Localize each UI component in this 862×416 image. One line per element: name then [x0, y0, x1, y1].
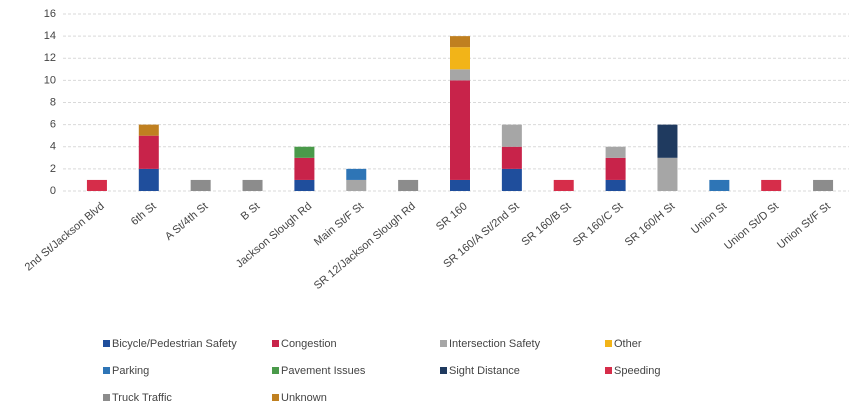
bar-segment [294, 158, 314, 180]
legend-swatch [103, 367, 110, 374]
x-tick-label: 2nd St/Jackson Blvd [23, 200, 107, 273]
bar-segment [761, 180, 781, 191]
x-tick-label: Main St/F St [312, 200, 366, 248]
bar-segment [87, 180, 107, 191]
legend-label: Intersection Safety [449, 338, 541, 350]
bar-segment [191, 180, 211, 191]
bar-segment [502, 169, 522, 191]
y-tick-label: 8 [50, 96, 56, 108]
y-tick-label: 2 [50, 163, 56, 175]
x-tick-label: Union St/F St [775, 200, 833, 251]
bar-segment [450, 80, 470, 180]
legend-swatch [103, 394, 110, 401]
legend-label: Speeding [614, 365, 661, 377]
bar-segment [243, 180, 263, 191]
bar-segment [139, 169, 159, 191]
y-tick-label: 4 [50, 141, 56, 153]
bar-segment [709, 180, 729, 191]
legend-label: Bicycle/Pedestrian Safety [112, 338, 237, 350]
bar-segment [450, 47, 470, 69]
bar-segment [606, 147, 626, 158]
legend-swatch [605, 367, 612, 374]
x-tick-label: SR 160 [434, 200, 470, 233]
bar-segment [139, 136, 159, 169]
x-tick-label: 6th St [129, 200, 159, 228]
legend-swatch [440, 367, 447, 374]
legend-swatch [272, 340, 279, 347]
legend-swatch [605, 340, 612, 347]
bar-segment [657, 158, 677, 191]
legend-label: Congestion [281, 338, 337, 350]
x-tick-label: SR 160/C St [571, 200, 626, 248]
bar-segment [606, 180, 626, 191]
y-tick-label: 12 [44, 52, 56, 64]
bar-segment [657, 125, 677, 158]
legend-label: Sight Distance [449, 365, 520, 377]
y-tick-label: 16 [44, 8, 56, 20]
y-tick-label: 0 [50, 185, 56, 197]
bar-segment [502, 125, 522, 147]
bar-segment [450, 180, 470, 191]
y-tick-label: 6 [50, 119, 56, 131]
legend-label: Other [614, 338, 642, 350]
bar-segment [139, 125, 159, 136]
bar-segment [346, 169, 366, 180]
bar-segment [450, 69, 470, 80]
x-tick-label: SR 160/H St [623, 200, 678, 248]
legend-swatch [272, 394, 279, 401]
bar-segment [606, 158, 626, 180]
bar-segment [346, 180, 366, 191]
bar-segment [554, 180, 574, 191]
x-tick-label: SR 12/Jackson Slough Rd [312, 200, 418, 292]
chart: 0 2 4 6 8 10 12 14 16 2nd St/Jackson Blvd 6th StA … [0, 0, 862, 411]
legend-swatch [272, 367, 279, 374]
y-tick-label: 10 [44, 74, 56, 86]
x-tick-label: A St/4th St [163, 200, 211, 243]
bar-segment [450, 36, 470, 47]
x-tick-label: SR 160/B St [519, 200, 573, 248]
bar-segment [813, 180, 833, 191]
x-tick-label: Union St/D St [722, 200, 781, 252]
x-tick-label: B St [239, 200, 263, 223]
legend-label: Pavement Issues [281, 365, 366, 377]
x-tick-label: Union St [689, 200, 729, 236]
legend-swatch [103, 340, 110, 347]
legend-swatch [440, 340, 447, 347]
bar-segment [398, 180, 418, 191]
legend-label: Truck Traffic [112, 392, 172, 404]
bar-segment [294, 147, 314, 158]
y-tick-label: 14 [44, 30, 56, 42]
bar-segment [502, 147, 522, 169]
legend-label: Unknown [281, 392, 327, 404]
legend-label: Parking [112, 365, 149, 377]
bar-segment [294, 180, 314, 191]
